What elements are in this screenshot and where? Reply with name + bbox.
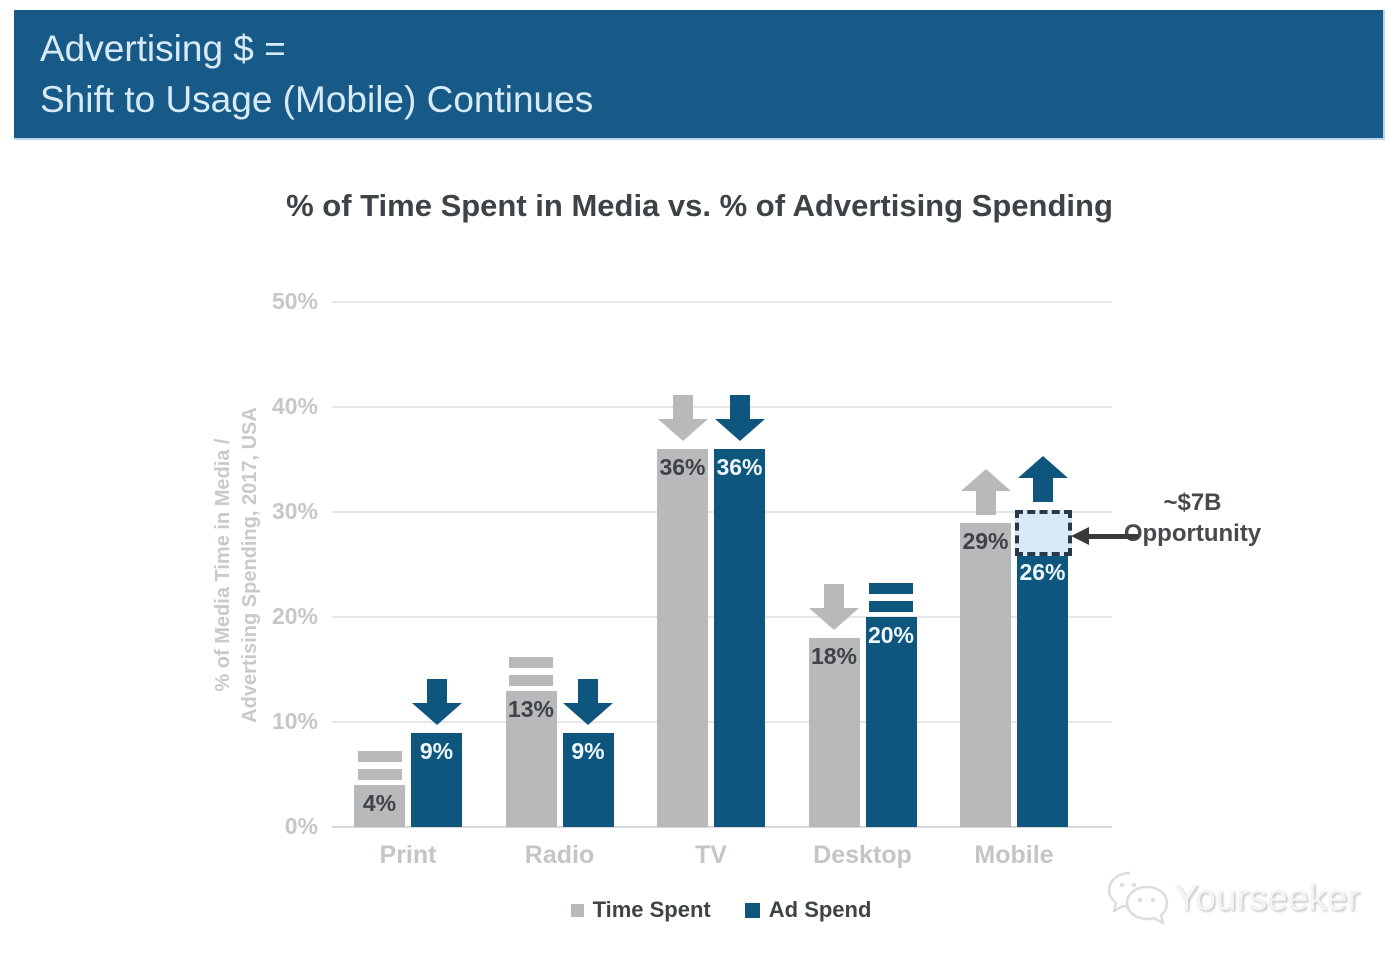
- bar-ad-spend-print: [411, 732, 462, 827]
- bar-time-spent-print: [354, 785, 405, 827]
- watermark-text: Yourseeker: [1174, 877, 1360, 918]
- trend-down-icon: [411, 678, 462, 725]
- y-tick-label: 50%: [271, 288, 318, 314]
- bar-time-spent-desktop: [808, 638, 860, 827]
- opportunity-box: [1015, 510, 1072, 556]
- y-tick-label: 20%: [271, 603, 318, 629]
- trend-up-icon: [1017, 456, 1068, 502]
- bar-time-spent-tv: [657, 449, 708, 827]
- legend-label-ad-spend: Ad Spend: [768, 897, 872, 922]
- bar-time-spent-mobile: [960, 522, 1011, 827]
- trend-flat-icon: [509, 656, 553, 686]
- slide-title-banner: Advertising $ = Shift to Usage (Mobile) …: [14, 10, 1385, 140]
- trend-flat-icon: [869, 583, 913, 612]
- bar-ad-spend-tv: [714, 449, 765, 827]
- legend-item-time-spent: Time Spent: [570, 897, 711, 923]
- opportunity-annotation-line1: ~$7B: [1163, 489, 1222, 516]
- y-axis-title-line2: Advertising Spending, 2017, USA: [239, 407, 261, 723]
- ad-spend-swatch-icon: [744, 902, 760, 918]
- trend-up-icon: [960, 468, 1011, 515]
- bar-ad-spend-mobile: [1017, 554, 1068, 827]
- y-tick-label: 10%: [271, 708, 318, 734]
- annotation-arrow: [1088, 534, 1138, 539]
- bar-value-label: 13%: [507, 695, 555, 722]
- bar-value-label: 20%: [867, 622, 915, 648]
- legend: Time Spent Ad Spend: [330, 897, 1112, 923]
- trend-down-icon: [809, 584, 859, 630]
- trend-down-icon: [714, 395, 765, 441]
- bar-time-spent-radio: [505, 690, 557, 827]
- gridline: [332, 406, 1112, 408]
- bar-value-label: 9%: [419, 737, 454, 764]
- bar-value-label: 26%: [1019, 559, 1066, 585]
- watermark: Yourseeker: [1106, 870, 1360, 926]
- bar-value-label: 36%: [716, 454, 763, 480]
- y-tick-label: 30%: [271, 498, 318, 524]
- x-axis-label: Desktop: [813, 841, 912, 869]
- bar-ad-spend-desktop: [865, 617, 917, 827]
- y-axis-title: % of Media Time in Media / Advertising S…: [210, 407, 264, 723]
- gridline: [332, 826, 1112, 828]
- chart-title: % of Time Spent in Media vs. % of Advert…: [286, 188, 1113, 223]
- y-axis-title-line1: % of Media Time in Media /: [212, 438, 234, 692]
- opportunity-annotation-line2: Opportunity: [1123, 520, 1262, 547]
- trend-down-icon: [657, 395, 708, 441]
- trend-flat-icon: [357, 751, 402, 780]
- x-axis-label: Radio: [524, 841, 595, 869]
- x-axis-label: Print: [379, 841, 437, 869]
- bar-ad-spend-radio: [562, 732, 614, 827]
- bar-value-label: 9%: [571, 737, 605, 764]
- slide-title-line2: Shift to Usage (Mobile) Continues: [40, 79, 594, 120]
- legend-label-time-spent: Time Spent: [592, 897, 711, 922]
- x-axis-label: TV: [695, 841, 727, 869]
- legend-item-ad-spend: Ad Spend: [744, 897, 872, 923]
- x-axis-label: Mobile: [974, 841, 1054, 869]
- y-tick-label: 40%: [271, 393, 318, 419]
- bar-value-label: 4%: [362, 790, 397, 816]
- trend-down-icon: [563, 678, 613, 725]
- wechat-icon: [1107, 871, 1169, 925]
- time-spent-swatch-icon: [570, 903, 584, 917]
- annotation-arrowhead-icon: [1071, 527, 1089, 545]
- bar-value-label: 18%: [810, 643, 858, 669]
- bar-value-label: 29%: [962, 527, 1009, 554]
- gridline: [332, 301, 1112, 303]
- bar-value-label: 36%: [659, 454, 706, 480]
- slide-title-line1: Advertising $ =: [40, 28, 286, 69]
- y-tick-label: 0%: [284, 813, 318, 839]
- opportunity-annotation: ~$7B Opportunity: [1105, 487, 1280, 549]
